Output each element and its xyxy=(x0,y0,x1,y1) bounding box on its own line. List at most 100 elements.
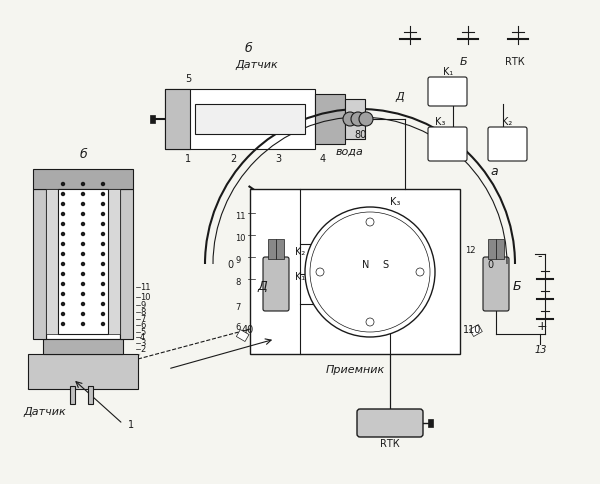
Bar xyxy=(120,190,133,339)
Text: 0: 0 xyxy=(227,259,233,270)
Circle shape xyxy=(62,183,65,186)
Bar xyxy=(356,114,364,126)
Text: вода: вода xyxy=(336,147,364,157)
Text: 1: 1 xyxy=(128,419,134,429)
Text: S: S xyxy=(382,259,388,270)
Circle shape xyxy=(359,113,373,127)
Circle shape xyxy=(351,113,365,127)
Text: 2: 2 xyxy=(140,344,145,353)
Circle shape xyxy=(82,193,85,196)
Circle shape xyxy=(101,193,104,196)
Circle shape xyxy=(82,323,85,326)
Circle shape xyxy=(101,203,104,206)
Circle shape xyxy=(416,269,424,276)
Circle shape xyxy=(101,243,104,246)
Bar xyxy=(28,354,138,389)
Circle shape xyxy=(62,293,65,296)
Circle shape xyxy=(101,293,104,296)
Text: 5: 5 xyxy=(185,74,191,84)
Bar xyxy=(88,386,93,404)
Circle shape xyxy=(82,263,85,266)
Text: 40: 40 xyxy=(241,324,254,334)
FancyBboxPatch shape xyxy=(428,78,467,107)
Circle shape xyxy=(101,223,104,226)
Text: 11: 11 xyxy=(140,283,151,291)
Circle shape xyxy=(101,253,104,256)
Circle shape xyxy=(101,233,104,236)
Bar xyxy=(250,190,460,354)
Circle shape xyxy=(101,323,104,326)
Circle shape xyxy=(62,263,65,266)
Circle shape xyxy=(82,253,85,256)
Circle shape xyxy=(62,283,65,286)
Text: 110: 110 xyxy=(463,324,482,334)
Text: 4: 4 xyxy=(320,154,326,164)
Bar xyxy=(33,170,133,190)
Circle shape xyxy=(82,293,85,296)
Circle shape xyxy=(101,273,104,276)
FancyBboxPatch shape xyxy=(428,128,467,162)
Text: б: б xyxy=(245,42,253,55)
Circle shape xyxy=(62,213,65,216)
Circle shape xyxy=(82,233,85,236)
Circle shape xyxy=(62,323,65,326)
Circle shape xyxy=(62,203,65,206)
Circle shape xyxy=(101,313,104,316)
FancyBboxPatch shape xyxy=(488,128,527,162)
Text: 0: 0 xyxy=(487,259,493,270)
Bar xyxy=(165,90,190,150)
Text: 8: 8 xyxy=(140,307,145,317)
FancyBboxPatch shape xyxy=(483,257,509,311)
Bar xyxy=(46,190,120,339)
Text: N: N xyxy=(362,259,370,270)
Bar xyxy=(276,240,284,259)
Circle shape xyxy=(101,183,104,186)
Text: +: + xyxy=(537,319,548,333)
Text: K₁: K₁ xyxy=(295,272,305,281)
Text: K₁: K₁ xyxy=(443,67,453,77)
Text: 2: 2 xyxy=(230,154,236,164)
Bar xyxy=(46,190,58,334)
Circle shape xyxy=(62,243,65,246)
Text: Б: Б xyxy=(513,279,521,292)
Text: 12: 12 xyxy=(465,245,476,255)
Circle shape xyxy=(62,253,65,256)
Circle shape xyxy=(82,303,85,306)
Bar xyxy=(496,240,504,259)
Circle shape xyxy=(82,283,85,286)
Text: 8: 8 xyxy=(235,277,241,287)
Text: 3: 3 xyxy=(275,154,281,164)
Bar xyxy=(70,386,75,404)
Text: K₃: K₃ xyxy=(390,197,400,207)
Bar xyxy=(428,419,433,427)
Text: Б: Б xyxy=(460,57,467,67)
Text: 5: 5 xyxy=(140,327,145,336)
Bar xyxy=(470,325,482,337)
Text: Датчик: Датчик xyxy=(235,60,278,70)
Text: RТК: RТК xyxy=(380,438,400,448)
Bar xyxy=(165,90,315,150)
Text: K₂: K₂ xyxy=(502,117,512,127)
Text: 7: 7 xyxy=(235,302,241,311)
Text: Датчик: Датчик xyxy=(23,406,66,416)
Circle shape xyxy=(62,273,65,276)
Bar xyxy=(315,95,345,145)
Circle shape xyxy=(343,113,357,127)
Text: б: б xyxy=(79,148,87,161)
Text: K₃: K₃ xyxy=(435,117,445,127)
Circle shape xyxy=(82,213,85,216)
Circle shape xyxy=(310,212,430,333)
Bar xyxy=(236,330,249,342)
Circle shape xyxy=(305,208,435,337)
Circle shape xyxy=(101,263,104,266)
Text: RТК: RТК xyxy=(505,57,524,67)
Circle shape xyxy=(62,303,65,306)
Text: K₂: K₂ xyxy=(295,246,305,257)
Circle shape xyxy=(101,283,104,286)
Text: Д: Д xyxy=(257,279,267,292)
FancyBboxPatch shape xyxy=(357,409,423,437)
Text: 10: 10 xyxy=(235,233,245,242)
Text: 4: 4 xyxy=(140,333,145,341)
FancyBboxPatch shape xyxy=(263,257,289,311)
Text: 9: 9 xyxy=(140,301,145,309)
